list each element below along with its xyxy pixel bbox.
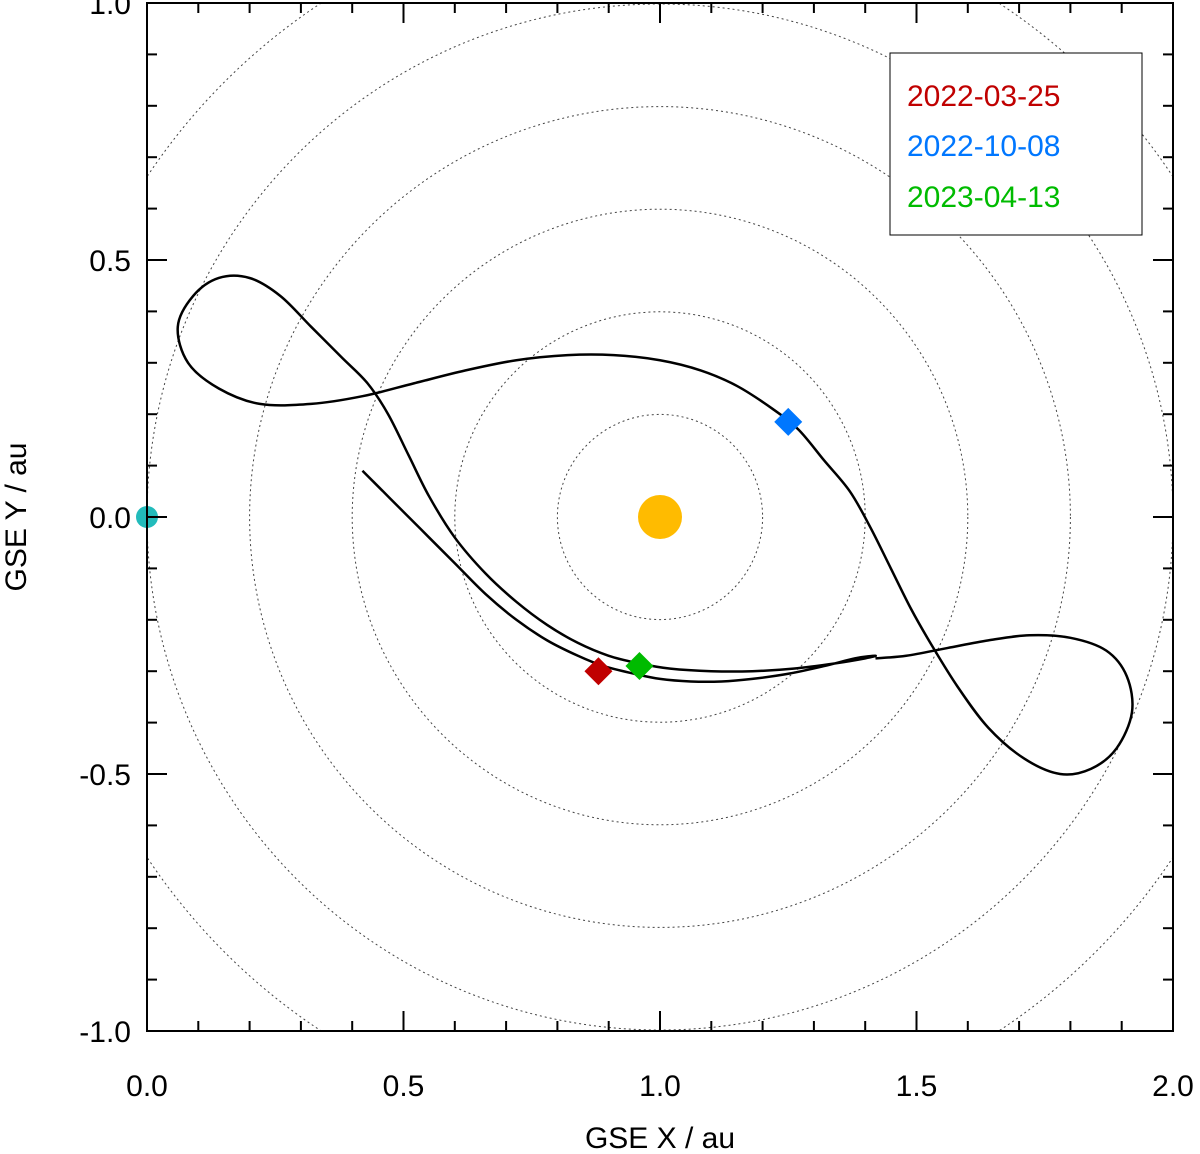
x-tick-label: 0.0 xyxy=(126,1070,168,1103)
x-tick-label: 1.5 xyxy=(896,1070,938,1103)
reference-circle-3 xyxy=(249,106,1071,928)
x-tick-label: 1.0 xyxy=(639,1070,681,1103)
x-axis-title: GSE X / au xyxy=(585,1122,735,1154)
axis-ticks xyxy=(146,2,1174,1032)
legend-entry-2022-03-25: 2022-03-25 xyxy=(907,80,1060,113)
markers-layer xyxy=(136,407,803,686)
y-tick-label: -0.5 xyxy=(79,759,131,792)
legend-box xyxy=(889,52,1143,236)
date-marker-2022-10-08 xyxy=(774,407,803,436)
reference-circle-2 xyxy=(351,208,969,826)
y-tick-label: 1.0 xyxy=(89,0,131,21)
y-axis-title: GSE Y / au xyxy=(0,443,33,592)
y-tick-label: -1.0 xyxy=(79,1016,131,1049)
spacecraft-orbit xyxy=(176,274,1134,776)
legend-entry-2023-04-13: 2023-04-13 xyxy=(907,181,1060,214)
legend-entry-2022-10-08: 2022-10-08 xyxy=(907,130,1060,163)
orbit-layer xyxy=(176,274,1134,776)
legend: 2022-03-25 2022-10-08 2023-04-13 xyxy=(889,52,1143,236)
y-tick-label: 0.0 xyxy=(89,502,131,535)
x-tick-label: 0.5 xyxy=(383,1070,425,1103)
x-tick-label: 2.0 xyxy=(1152,1070,1194,1103)
sun-marker xyxy=(638,495,682,539)
tick-labels: 0.0 0.5 1.0 1.5 2.0 -1.0 -0.5 0.0 0.5 1.0 xyxy=(79,0,1194,1103)
date-marker-2022-03-25 xyxy=(584,657,613,686)
reference-circle-0 xyxy=(556,413,764,621)
date-marker-2023-04-13 xyxy=(625,652,654,681)
y-tick-label: 0.5 xyxy=(89,245,131,278)
